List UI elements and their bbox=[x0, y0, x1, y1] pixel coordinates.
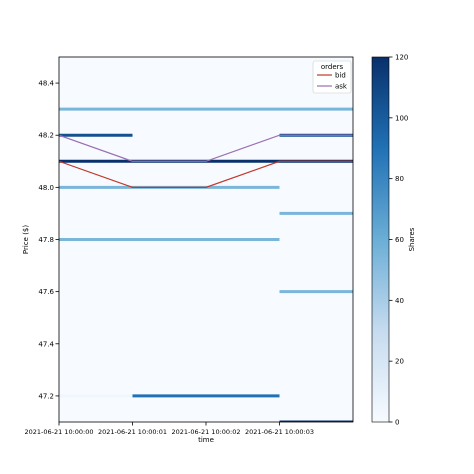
legend: orders bid ask bbox=[312, 60, 352, 94]
legend-box bbox=[312, 60, 352, 94]
y-tick-label-1: 47.4 bbox=[38, 340, 54, 348]
x-tick-label-0: 2021-06-21 10:00:00 bbox=[24, 428, 93, 436]
colorbar-ticks: 0 20 40 60 80 100 120 bbox=[389, 54, 408, 427]
y-tick-label-0: 47.2 bbox=[38, 392, 54, 400]
y-tick-label-6: 48.4 bbox=[38, 80, 54, 88]
series-line-ask bbox=[59, 134, 353, 162]
series-line-bid bbox=[59, 160, 353, 188]
colorbar-tick-label-4: 80 bbox=[395, 175, 404, 183]
colorbar-tick-label-3: 60 bbox=[395, 236, 404, 244]
y-tick-label-5: 48.2 bbox=[38, 132, 54, 140]
legend-label-bid: bid bbox=[335, 72, 346, 80]
y-tick-label-2: 47.6 bbox=[38, 288, 54, 296]
colorbar-tick-label-2: 40 bbox=[395, 297, 404, 305]
colorbar-tick-label-5: 100 bbox=[395, 114, 408, 122]
colorbar-tick-label-6: 120 bbox=[395, 54, 408, 62]
x-tick-label-2: 2021-06-21 10:00:02 bbox=[171, 428, 240, 436]
x-axis-label: time bbox=[198, 436, 214, 444]
order-lines bbox=[59, 134, 353, 188]
y-axis-label: Price ($) bbox=[22, 225, 30, 254]
colorbar bbox=[371, 56, 390, 423]
y-axis-ticks: 47.2 47.4 47.6 47.8 48.0 48.2 48.4 bbox=[38, 80, 59, 400]
x-tick-label-3: 2021-06-21 10:00:03 bbox=[245, 428, 314, 436]
y-tick-label-4: 48.0 bbox=[38, 184, 54, 192]
legend-label-ask: ask bbox=[335, 83, 348, 91]
colorbar-label: Shares bbox=[408, 227, 416, 251]
x-tick-label-1: 2021-06-21 10:00:01 bbox=[98, 428, 167, 436]
legend-title: orders bbox=[321, 63, 344, 71]
y-tick-label-3: 47.8 bbox=[38, 236, 54, 244]
x-axis-ticks: 2021-06-21 10:00:00 2021-06-21 10:00:01 20… bbox=[24, 422, 314, 436]
colorbar-tick-label-1: 20 bbox=[395, 358, 404, 366]
colorbar-tick-label-0: 0 bbox=[395, 419, 399, 427]
